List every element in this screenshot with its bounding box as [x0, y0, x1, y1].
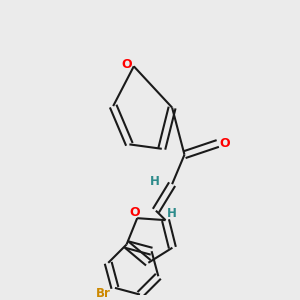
Text: Br: Br [96, 287, 111, 300]
Text: H: H [167, 206, 177, 220]
Text: H: H [150, 175, 160, 188]
Text: O: O [220, 137, 230, 150]
Text: O: O [121, 58, 132, 71]
Text: O: O [129, 206, 140, 219]
